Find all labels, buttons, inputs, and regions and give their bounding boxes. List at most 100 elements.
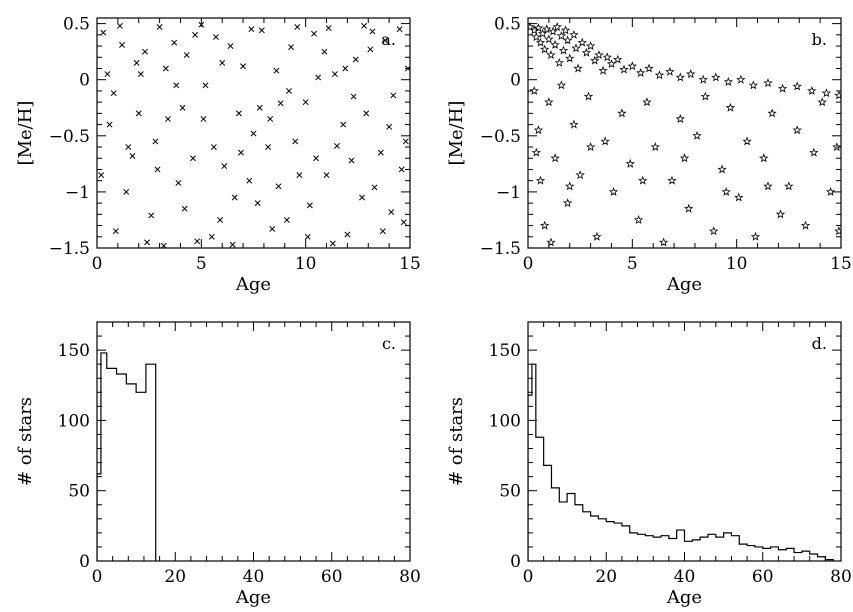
y-axis-label: # of stars — [15, 397, 36, 486]
data-point — [352, 56, 359, 63]
panel-c: 0 20 40 60 80 0 50 100 150 Age # of stars c. — [15, 321, 421, 608]
data-point — [617, 108, 627, 118]
data-point — [633, 215, 644, 224]
data-point — [748, 80, 759, 90]
data-point — [807, 85, 817, 95]
data-point — [256, 104, 263, 111]
data-point — [156, 24, 163, 30]
data-point — [548, 26, 558, 36]
data-point — [190, 155, 196, 162]
data-point — [550, 153, 560, 163]
data-point — [734, 192, 744, 202]
data-point — [571, 43, 581, 53]
histogram-bin — [528, 395, 532, 561]
data-point — [219, 59, 226, 66]
histogram-bin — [532, 364, 536, 561]
histogram-bin — [559, 502, 567, 561]
data-point — [529, 85, 539, 95]
data-point — [104, 71, 111, 78]
histogram-bin — [825, 560, 833, 561]
histogram-bin — [731, 536, 739, 561]
x-tick-label: 40 — [674, 567, 696, 587]
data-point — [329, 240, 336, 247]
y-tick-label: 0 — [510, 71, 521, 91]
data-point — [382, 37, 388, 44]
data-point — [554, 57, 564, 67]
data-point — [698, 74, 708, 84]
histogram-bin — [692, 540, 700, 561]
histogram-bin — [739, 544, 747, 561]
data-point — [565, 181, 575, 191]
data-point — [363, 110, 370, 117]
data-point — [294, 24, 301, 30]
data-point — [331, 71, 338, 78]
panel-label: a. — [381, 30, 396, 49]
data-point — [550, 39, 560, 49]
data-point — [709, 226, 719, 236]
data-point — [246, 177, 253, 184]
data-point — [565, 53, 575, 63]
data-point — [531, 32, 542, 42]
histogram-bin — [551, 488, 559, 561]
data-point — [683, 203, 694, 213]
x-tick-label: 0 — [523, 254, 534, 274]
data-point — [106, 121, 113, 128]
data-point — [398, 166, 405, 173]
data-point — [144, 239, 151, 246]
data-point — [834, 90, 841, 100]
data-point — [742, 136, 752, 146]
data-point — [583, 91, 594, 101]
data-point — [119, 41, 125, 48]
data-point — [642, 97, 652, 107]
data-point — [164, 116, 171, 122]
histogram-bin — [771, 547, 779, 561]
data-point — [575, 170, 585, 180]
data-point — [181, 205, 188, 212]
data-point — [533, 125, 544, 135]
data-point — [809, 147, 819, 157]
data-point — [315, 74, 322, 81]
data-point — [311, 30, 317, 37]
histogram-bin — [802, 551, 810, 561]
data-point — [577, 37, 587, 47]
data-point — [304, 233, 311, 240]
x-tick-label: 10 — [726, 254, 748, 274]
data-point — [390, 92, 397, 99]
data-point — [400, 219, 407, 226]
data-point — [635, 68, 646, 77]
data-point — [665, 66, 675, 76]
data-point — [221, 163, 228, 170]
data-point — [340, 121, 347, 128]
data-point — [821, 88, 832, 98]
data-point — [784, 181, 794, 191]
histogram-bin — [685, 541, 693, 561]
data-point — [736, 74, 746, 84]
data-point — [135, 110, 142, 117]
data-point — [202, 82, 209, 89]
data-point — [590, 55, 600, 65]
y-tick-label: 150 — [58, 341, 90, 361]
data-point — [142, 48, 148, 55]
panel-label: c. — [382, 334, 396, 353]
histogram-outline — [97, 352, 157, 561]
data-point — [608, 186, 619, 196]
data-point — [171, 39, 178, 46]
panel-a: 0 5 10 15 0.5 0 −0.5 −1 −1.5 Age [Me/H] a. — [15, 15, 421, 295]
data-point — [123, 188, 130, 195]
data-point — [717, 164, 727, 174]
data-point — [537, 28, 548, 38]
histogram-outline — [528, 363, 834, 561]
histogram-bin — [101, 353, 107, 561]
data-point — [240, 63, 247, 70]
y-tick-label: 150 — [489, 341, 521, 361]
histogram-bin — [544, 465, 552, 561]
data-point — [286, 87, 292, 94]
histogram-bin — [630, 533, 638, 561]
data-point — [592, 231, 602, 241]
data-point — [638, 175, 648, 185]
histogram-bin — [794, 553, 802, 561]
data-point — [100, 29, 107, 36]
x-axis-label: Age — [235, 587, 271, 608]
y-axis-label: [Me/H] — [15, 101, 36, 166]
